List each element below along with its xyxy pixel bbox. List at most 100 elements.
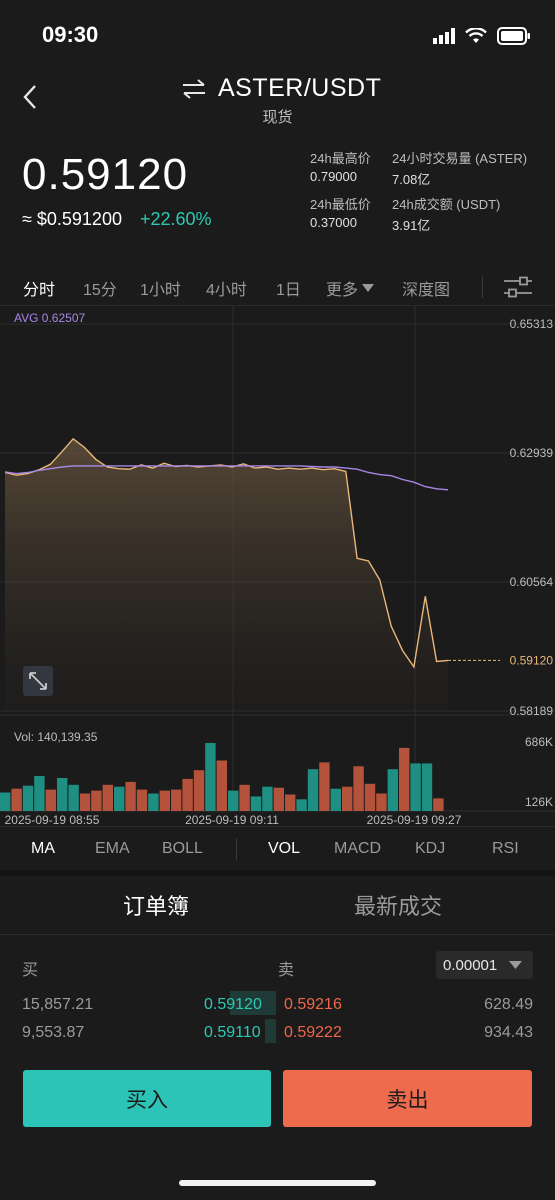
tab-orderbook[interactable]: 订单簿 [123,894,190,919]
volume-bar [421,763,433,811]
volume-bar [399,747,410,811]
tab-more[interactable]: 更多 [326,276,375,300]
volume-bar [410,763,421,811]
bid-depth-bar [230,991,276,1015]
indicator-rsi[interactable]: RSI [492,840,519,857]
volume-bar [182,778,193,811]
volume-bar [22,785,34,811]
volume-bar [285,794,296,811]
volume-bar [79,793,91,811]
volume-bar [330,788,341,811]
price-series [4,437,500,711]
wifi-icon [465,28,487,43]
time-axis-label: 2025-09-19 09:11 [185,813,279,825]
price-change: +22.60% [140,209,212,229]
volume-bar [102,784,113,811]
volume-bar [376,793,387,811]
bid-price[interactable]: 0.59120 [204,996,262,1013]
chart-top-divider [0,305,555,306]
avg-line [4,465,449,491]
current-price-tag: 0.59120 [510,653,554,667]
tab-1h[interactable]: 1小时 [140,282,181,299]
indicator-boll[interactable]: BOLL [162,840,203,857]
price-usd: ≈ $0.591200 [22,209,122,229]
tab-4h[interactable]: 4小时 [206,282,247,299]
volume-bar [342,786,353,811]
volume-bar [125,781,136,811]
high-label: 24h最高价 [310,151,371,166]
volume-bar [171,789,182,811]
fullscreen-button[interactable] [23,666,53,696]
volume-bar [250,796,262,811]
turnover-value: 3.91亿 [392,218,431,233]
volume-bar [193,770,205,811]
volume-bar [0,792,11,811]
volume-bar [387,769,398,811]
volume-bar [45,789,56,811]
volume-bar [433,798,444,811]
volume-bar [34,776,45,811]
time-axis-label: 2025-09-19 08:55 [5,813,100,825]
back-arrow-icon[interactable] [18,82,44,112]
status-icons [433,24,531,48]
price-area [5,438,448,711]
price-tick-label: 0.60564 [510,575,554,589]
battery-icon [497,27,530,45]
indicator-vol[interactable]: VOL [268,840,301,857]
precision-select[interactable]: 0.00001 [436,951,533,979]
dropdown-caret-icon [509,961,522,969]
volume-bar [216,760,227,811]
bid-header: 买 [22,962,39,979]
tab-latest-trades[interactable]: 最新成交 [354,894,443,919]
tab-1d[interactable]: 1日 [276,282,301,299]
volume-bar [91,790,102,811]
volume-bar [364,783,376,811]
chart-settings-icon[interactable] [504,276,532,298]
volume-bar [205,743,216,811]
volume-bar [353,766,364,811]
price-chart[interactable]: 0.65313 0.62939 0.60564 0.58189 0.59120 686K 1… [0,305,555,825]
volume-bar [57,778,68,811]
sell-button[interactable]: 卖出 [283,1070,532,1127]
volume-bar [159,790,170,811]
volume-bar [148,793,159,811]
section-divider [0,870,555,876]
tab-depth[interactable]: 深度图 [402,282,451,299]
bid-depth-bar [265,1019,276,1043]
signal-icon [433,28,455,44]
ask-qty: 934.43 [484,1024,533,1041]
volume-bar [114,786,125,811]
low-value: 0.37000 [310,215,357,230]
price-tick-label: 0.58189 [510,704,554,718]
volume-bar [319,762,330,811]
avg-label: AVG 0.62507 [14,311,86,325]
volume-series [0,743,444,811]
buy-button[interactable]: 买入 [23,1070,271,1127]
tab-timeshare[interactable]: 分时 [23,282,56,299]
volume-bar [228,790,239,811]
volume-value: 7.08亿 [392,172,431,187]
volume-bar [262,786,273,811]
tab-15m[interactable]: 15分 [83,282,117,299]
volume-bar [68,784,79,811]
indicator-kdj[interactable]: KDJ [415,840,446,857]
ask-price[interactable]: 0.59222 [284,1024,342,1041]
indicator-top-divider [0,826,555,827]
low-label: 24h最低价 [310,197,371,212]
indicator-ema[interactable]: EMA [95,840,130,857]
volume-tick-label: 686K [525,735,553,749]
pair-selector[interactable]: ASTER/USDT [180,74,381,103]
orderbook-divider [0,934,555,935]
turnover-label: 24h成交额 (USDT) [392,197,501,212]
tabs-divider [482,276,483,298]
time-axis-label: 2025-09-19 09:27 [367,813,462,825]
ask-header: 卖 [278,962,295,979]
indicator-macd[interactable]: MACD [334,840,382,857]
tab-more-label: 更多 [326,282,359,299]
ask-price[interactable]: 0.59216 [284,996,342,1013]
indicator-ma[interactable]: MA [31,840,55,857]
volume-bar [273,787,284,811]
volume-readout: Vol: 140,139.35 [14,730,98,744]
volume-bar [296,799,307,811]
bid-price[interactable]: 0.59110 [204,1024,261,1041]
